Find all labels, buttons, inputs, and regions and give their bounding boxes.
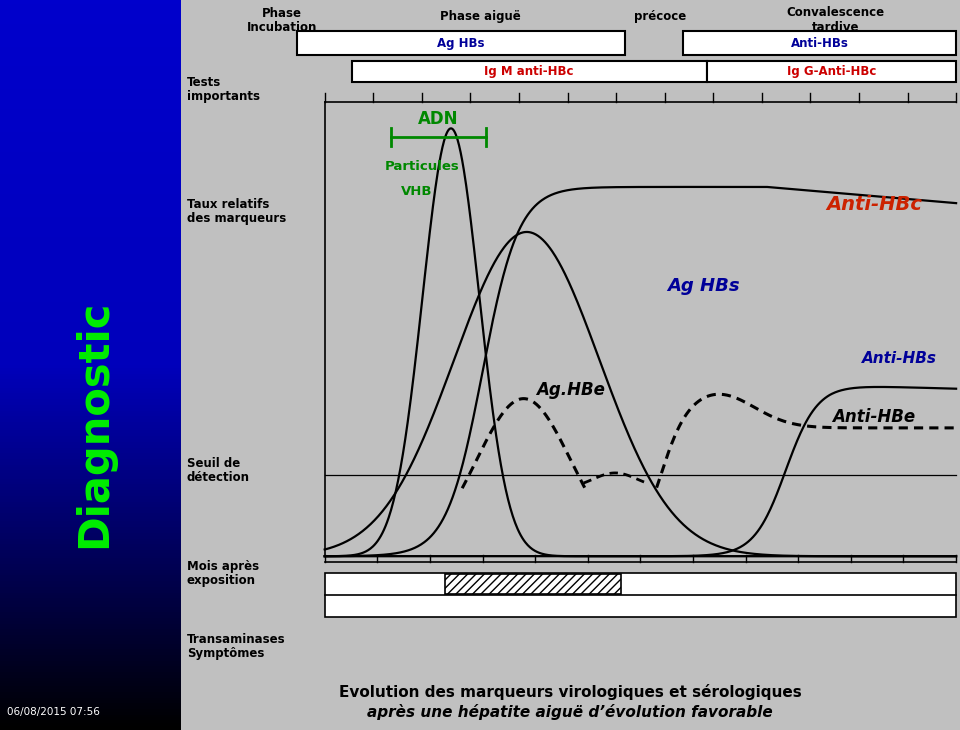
Text: Anti-HBe: Anti-HBe bbox=[832, 407, 916, 426]
Text: ADN: ADN bbox=[419, 110, 459, 128]
Text: Convalescence: Convalescence bbox=[786, 6, 884, 19]
Text: Ig M anti-HBc: Ig M anti-HBc bbox=[484, 65, 574, 78]
Text: Ig G-Anti-HBc: Ig G-Anti-HBc bbox=[786, 65, 876, 78]
Text: Anti-HBc: Anti-HBc bbox=[827, 196, 922, 215]
FancyBboxPatch shape bbox=[707, 61, 956, 82]
Text: Mois après
exposition: Mois après exposition bbox=[186, 560, 259, 586]
Text: Tests
importants: Tests importants bbox=[186, 76, 260, 102]
Text: Anti-HBs: Anti-HBs bbox=[791, 37, 849, 50]
Text: Particules: Particules bbox=[385, 160, 460, 173]
FancyBboxPatch shape bbox=[684, 31, 956, 55]
Text: Evolution des marqueurs virologiques et sérologiques: Evolution des marqueurs virologiques et … bbox=[339, 684, 802, 700]
FancyBboxPatch shape bbox=[298, 31, 625, 55]
Text: Ag HBs: Ag HBs bbox=[438, 37, 485, 50]
Text: précoce: précoce bbox=[634, 9, 686, 23]
Text: 06/08/2015 07:56: 06/08/2015 07:56 bbox=[8, 707, 100, 717]
Text: Phase aiguë: Phase aiguë bbox=[441, 9, 521, 23]
Text: Taux relatifs
des marqueurs: Taux relatifs des marqueurs bbox=[186, 199, 286, 225]
Text: tardive: tardive bbox=[811, 21, 859, 34]
Text: Ag.HBe: Ag.HBe bbox=[537, 380, 606, 399]
Text: Transaminases
Symptômes: Transaminases Symptômes bbox=[186, 633, 285, 659]
FancyBboxPatch shape bbox=[352, 61, 707, 82]
Text: après une hépatite aiguë d’évolution favorable: après une hépatite aiguë d’évolution fav… bbox=[368, 704, 773, 720]
Text: Phase
Incubation: Phase Incubation bbox=[247, 7, 317, 34]
Text: VHB: VHB bbox=[400, 185, 432, 198]
Text: Diagnostic: Diagnostic bbox=[73, 299, 115, 548]
Text: Seuil de
détection: Seuil de détection bbox=[186, 458, 250, 484]
Text: Ag HBs: Ag HBs bbox=[667, 277, 740, 295]
FancyBboxPatch shape bbox=[324, 573, 956, 617]
Text: Anti-HBs: Anti-HBs bbox=[862, 350, 937, 366]
